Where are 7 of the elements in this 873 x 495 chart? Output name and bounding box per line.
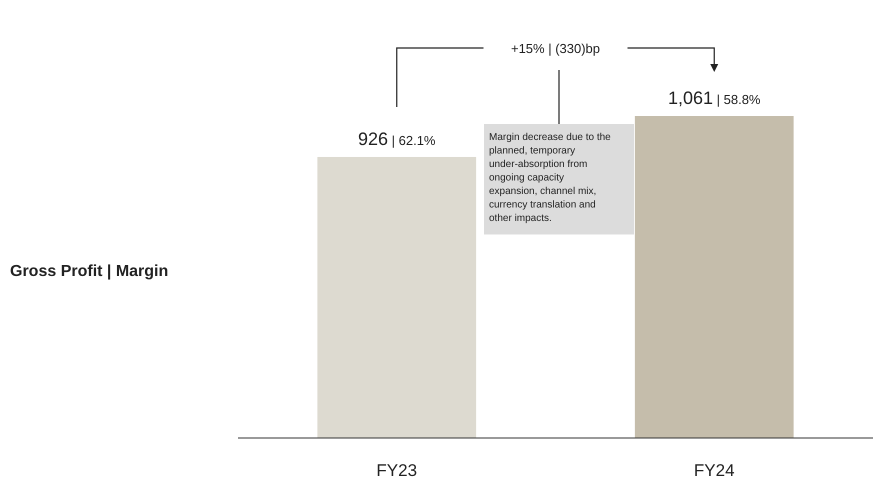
x-tick-label: FY23	[376, 461, 418, 480]
text: +15% | (330)bp	[510, 41, 600, 56]
data-label: 1,061 | 58.8%	[668, 88, 761, 108]
data-label: 926 | 62.1%	[358, 128, 436, 149]
y-axis-title: Gross Profit | Margin	[10, 263, 168, 280]
x-tick-label: FY24	[694, 461, 735, 480]
annotation: Margin decrease due to the planned, temporary under-absorption from ongoing capacity expansion, channel mix, currency translation and other impacts.	[489, 132, 612, 224]
